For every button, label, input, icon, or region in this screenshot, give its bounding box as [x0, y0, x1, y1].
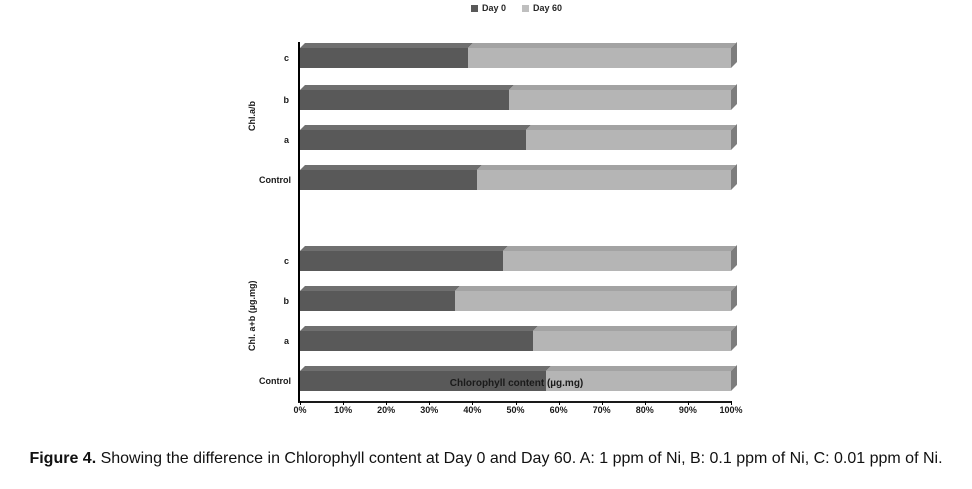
bar-top-face	[532, 326, 736, 331]
x-axis-title: Chlorophyll content (µg.mg)	[449, 378, 584, 389]
bar-top-face	[455, 286, 736, 291]
category-label: b	[283, 95, 290, 105]
legend-item-day0: Day 0	[470, 3, 506, 13]
x-axis-tick-label: 90%	[678, 405, 697, 415]
chart-legend: Day 0 Day 60	[298, 3, 735, 13]
category-label: a	[283, 336, 289, 346]
x-axis-tick-label: 70%	[592, 405, 611, 415]
x-axis-tick-label: 80%	[635, 405, 654, 415]
x-axis-tick-label: 60%	[549, 405, 568, 415]
y-axis-labels: Chl.a/b c b a Control Chl. a+b (µg.mg) c b a Cont…	[245, 42, 298, 403]
stacked-bar-chl-a-b-c	[300, 42, 737, 68]
bar-top-face	[526, 125, 736, 130]
legend-label-day60: Day 60	[533, 3, 563, 13]
x-axis-tick	[300, 401, 301, 405]
bar-segment-day60	[455, 285, 737, 311]
legend-item-day60: Day 60	[522, 3, 562, 13]
category-label: b	[283, 296, 290, 306]
bar-segment-day60	[526, 124, 737, 150]
bar-segment-day0	[300, 85, 515, 110]
bar-end-cap	[730, 42, 737, 68]
stacked-bar-chl-a-b-g-mg--c	[300, 245, 737, 271]
x-axis-tick	[601, 401, 603, 405]
category-label: a	[283, 135, 289, 145]
bar-segment-day0	[300, 125, 532, 150]
bar-segment-day60	[502, 245, 737, 271]
legend-label-day0: Day 0	[481, 3, 506, 13]
x-axis-tick	[429, 401, 431, 405]
stacked-bar-chl-a-b-control	[300, 164, 737, 190]
bar-segment-day60	[532, 325, 737, 351]
x-axis-tick-label: 100%	[719, 405, 743, 415]
bar-top-face	[300, 366, 551, 371]
bar-segment-day60	[468, 42, 737, 68]
category-label: Control	[259, 376, 291, 386]
stacked-bar-chl-a-b-a	[300, 124, 737, 150]
stacked-bar-chl-a-b-g-mg--b	[300, 285, 737, 311]
bar-end-cap	[730, 245, 737, 271]
figure-caption: Figure 4. Showing the difference in Chlo…	[0, 450, 972, 468]
group-label: Chl.a/b	[247, 101, 257, 132]
bar-top-face	[545, 366, 736, 371]
category-label: c	[283, 53, 289, 63]
bar-top-face	[300, 246, 508, 251]
caption-figure-number: Figure 4.	[29, 450, 97, 467]
caption-text: Showing the difference in Chlorophyll co…	[96, 450, 943, 467]
bar-segment-day0	[300, 246, 508, 271]
bar-end-cap	[730, 285, 737, 311]
x-axis-tick	[472, 401, 474, 405]
x-axis-tick-label: 20%	[377, 405, 396, 415]
bar-end-cap	[730, 325, 737, 351]
bar-top-face	[300, 125, 532, 130]
x-axis-tick	[558, 401, 560, 405]
x-axis-tick-label: 0%	[293, 405, 307, 415]
bar-end-cap	[730, 124, 737, 150]
bar-end-cap	[730, 84, 737, 110]
x-axis-tick-label: 40%	[463, 405, 482, 415]
bar-segment-day0	[300, 165, 482, 190]
bar-segment-day0	[300, 286, 461, 311]
stacked-bar-chart: Day 0 Day 60 Chl.a/b c b a Control Chl. a+b (…	[245, 0, 765, 448]
day60-swatch-icon	[522, 4, 529, 12]
x-axis-tick	[644, 401, 646, 405]
x-axis-tick	[343, 401, 345, 405]
bar-segment-day60	[545, 365, 737, 391]
stacked-bar-chl-a-b-g-mg--control	[300, 365, 737, 391]
category-label: c	[283, 256, 289, 266]
x-axis-tick	[687, 401, 689, 405]
bar-end-cap	[730, 164, 737, 190]
bar-segment-day0	[300, 43, 474, 68]
plot-area: 0% 10% 20% 30% 40% 50% 60% 70% 80% 90% 100%	[293, 42, 743, 415]
bar-segment-day0	[300, 326, 538, 351]
bar-top-face	[509, 85, 736, 90]
x-axis-tick-label: 30%	[420, 405, 439, 415]
x-axis-tick	[386, 401, 388, 405]
x-axis-tick	[731, 401, 732, 405]
bar-top-face	[476, 165, 736, 170]
bar-top-face	[502, 246, 736, 251]
bar-top-face	[300, 326, 538, 331]
bar-segment-day60	[476, 164, 737, 190]
bar-top-face	[468, 43, 736, 48]
x-axis-tick-label: 50%	[506, 405, 525, 415]
bar-segment-day0	[300, 366, 551, 391]
bar-top-face	[300, 286, 461, 291]
stacked-bar-chl-a-b-g-mg--a	[300, 325, 737, 351]
category-label: Control	[259, 175, 291, 185]
stacked-bar-chl-a-b-b	[300, 84, 737, 110]
group-label: Chl. a+b (µg.mg)	[247, 280, 257, 352]
bar-top-face	[300, 85, 515, 90]
day0-swatch-icon	[470, 4, 478, 12]
x-axis-tick	[515, 401, 517, 405]
x-axis-tick-label: 10%	[334, 405, 353, 415]
bar-top-face	[300, 43, 474, 48]
bar-top-face	[300, 165, 482, 170]
bar-segment-day60	[509, 84, 737, 110]
